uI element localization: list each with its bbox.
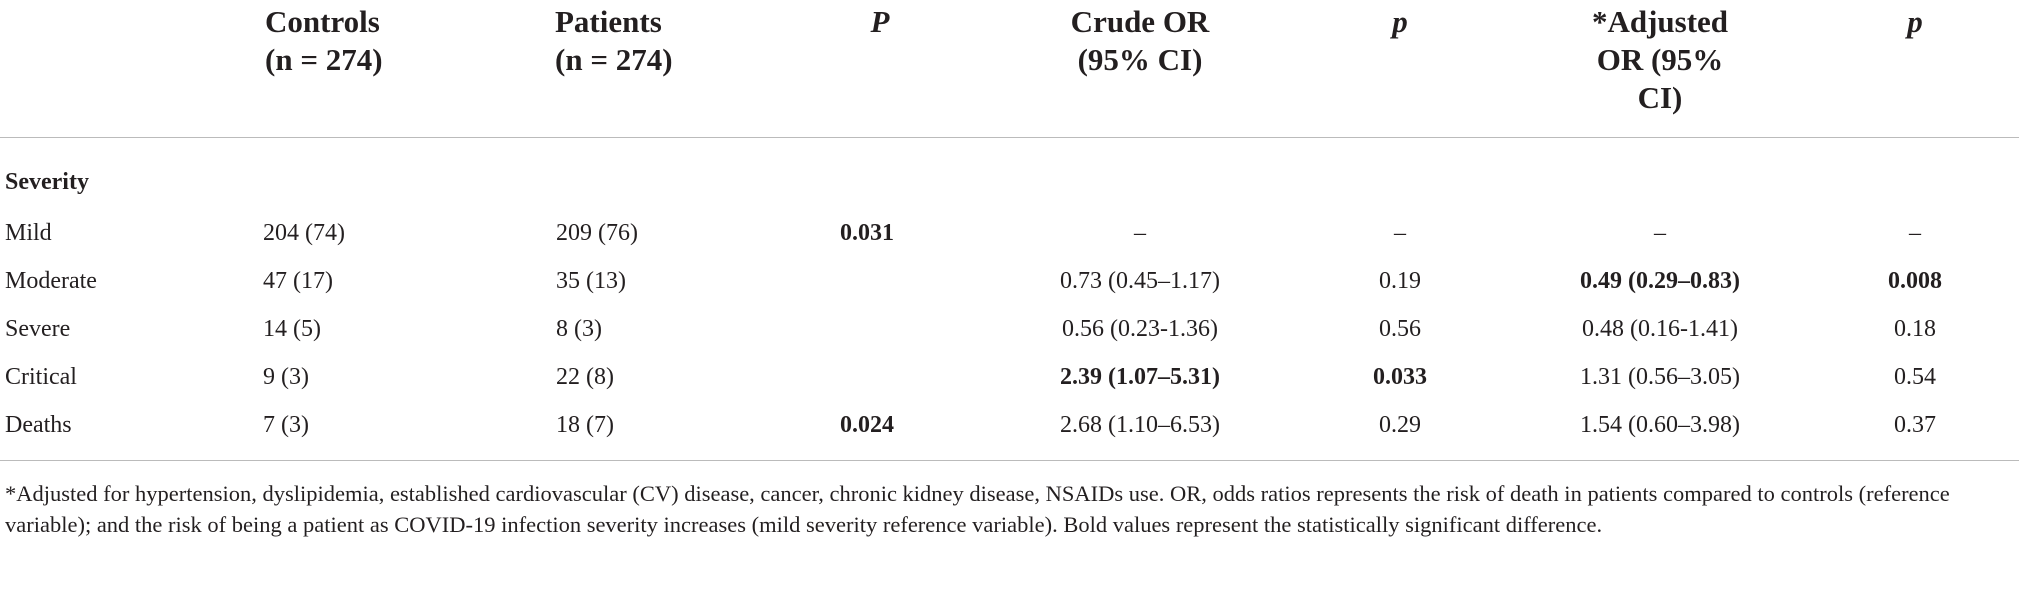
column-header: Controls — [265, 4, 380, 39]
table-cell: 0.024 — [840, 412, 894, 438]
table-cell: 0.19 — [1379, 268, 1421, 294]
column-header: *Adjusted — [1591, 4, 1729, 39]
column-header: CI) — [1637, 80, 1683, 115]
row-label: Mild — [5, 220, 52, 246]
column-header: P — [870, 4, 890, 39]
column-header: (95% CI) — [1077, 42, 1203, 77]
row-label: Critical — [5, 364, 77, 390]
table-cell: 0.18 — [1894, 316, 1936, 342]
table-cell: – — [1909, 220, 1921, 246]
table-cell: 22 (8) — [556, 364, 614, 390]
table-cell: 0.031 — [840, 220, 894, 246]
row-label: Severe — [5, 316, 71, 342]
section-label: Severity — [5, 169, 89, 195]
table-cell: 0.56 (0.23-1.36) — [1062, 316, 1218, 342]
footnote: *Adjusted for hypertension, dyslipidemia… — [5, 481, 1950, 537]
table-cell: 0.033 — [1373, 364, 1427, 390]
table-cell: – — [1134, 220, 1146, 246]
table-cell: 7 (3) — [263, 412, 309, 438]
column-header: p — [1392, 4, 1408, 39]
table-cell: 1.54 (0.60–3.98) — [1580, 412, 1740, 438]
table-cell: 204 (74) — [263, 220, 345, 246]
table-cell: 8 (3) — [556, 316, 602, 342]
table-cell: 47 (17) — [263, 268, 333, 294]
table-cell: 0.49 (0.29–0.83) — [1580, 268, 1740, 294]
table-cell: 0.54 — [1894, 364, 1936, 390]
column-header: (n = 274) — [555, 42, 673, 77]
table-cell: 0.48 (0.16-1.41) — [1582, 316, 1738, 342]
column-header: OR (95% — [1596, 42, 1724, 77]
table-cell: 209 (76) — [556, 220, 638, 246]
column-header: Crude OR — [1070, 4, 1210, 39]
column-header: Patients — [555, 4, 662, 39]
table-cell: 14 (5) — [263, 316, 321, 342]
row-label: Deaths — [5, 412, 72, 438]
table-cell: 1.31 (0.56–3.05) — [1580, 364, 1740, 390]
column-header: (n = 274) — [265, 42, 383, 77]
table-cell: 0.29 — [1379, 412, 1421, 438]
row-label: Moderate — [5, 268, 97, 294]
header-rule — [0, 137, 2019, 138]
column-header: p — [1907, 4, 1923, 39]
table-cell: – — [1654, 220, 1666, 246]
table-cell: 0.73 (0.45–1.17) — [1060, 268, 1220, 294]
table-cell: 0.008 — [1888, 268, 1942, 294]
table-cell: 2.39 (1.07–5.31) — [1060, 364, 1220, 390]
table-cell: 2.68 (1.10–6.53) — [1060, 412, 1220, 438]
table-cell: 18 (7) — [556, 412, 614, 438]
table-cell: 35 (13) — [556, 268, 626, 294]
table-cell: 0.56 — [1379, 316, 1421, 342]
bottom-rule — [0, 460, 2019, 461]
table-cell: 0.37 — [1894, 412, 1936, 438]
table-cell: 9 (3) — [263, 364, 309, 390]
table-cell: – — [1394, 220, 1406, 246]
